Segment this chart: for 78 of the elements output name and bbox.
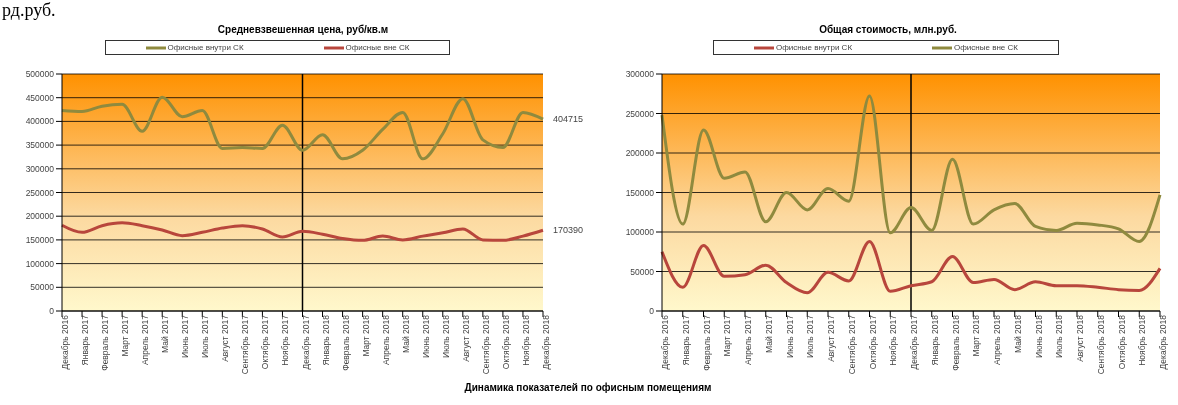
x-tick-label: Октябрь 2017 — [867, 314, 878, 370]
x-tick-label: Май 2017 — [160, 314, 171, 353]
text: рд.руб. — [2, 0, 56, 20]
y-tick-label: 500000 — [25, 69, 55, 80]
x-tick-label: Ноябрь 2018 — [1137, 314, 1148, 366]
x-tick-label: Июль 2018 — [1054, 314, 1065, 358]
x-tick-label: Август 2018 — [460, 314, 471, 362]
x-tick-label: Декабрь 2017 — [300, 314, 311, 370]
y-tick-label: 300000 — [625, 69, 655, 80]
x-tick-label: Февраль 2018 — [340, 314, 351, 371]
y-tick-label: 350000 — [25, 140, 55, 151]
y-tick-label: 0 — [49, 306, 55, 317]
x-tick-label: Март 2017 — [722, 314, 733, 357]
legend-label: Офисные внутри СК — [166, 43, 244, 52]
x-tick-label: Август 2017 — [220, 314, 231, 362]
x-tick-label: Декабрь 2016 — [60, 314, 71, 370]
x-tick-label: Декабрь 2018 — [1158, 314, 1169, 370]
x-tick-label: Сентябрь 2018 — [480, 314, 491, 375]
x-tick-label: Декабрь 2018 — [541, 314, 552, 370]
legend-label: Офисные вне СК — [953, 43, 1018, 52]
x-tick-label: Июль 2017 — [805, 314, 816, 358]
x-tick-label: Май 2018 — [400, 314, 411, 353]
y-tick-label: 300000 — [25, 163, 55, 174]
x-tick-label: Ноябрь 2017 — [280, 314, 291, 366]
y-tick-label: 400000 — [25, 116, 55, 127]
y-tick-label: 450000 — [25, 92, 55, 103]
x-tick-label: Июль 2017 — [200, 314, 211, 358]
x-tick-label: Ноябрь 2018 — [520, 314, 531, 366]
x-tick-label: Март 2017 — [120, 314, 131, 357]
text: Динамика показателей по офисным помещениям — [463, 382, 713, 393]
data-label: 404715 — [553, 114, 584, 125]
x-tick-label: Март 2018 — [971, 314, 982, 357]
x-tick-label: Май 2017 — [763, 314, 774, 353]
x-tick-label: Август 2017 — [826, 314, 837, 362]
x-tick-label: Июнь 2018 — [1033, 314, 1044, 358]
y-tick-label: 150000 — [25, 234, 55, 245]
y-tick-label: 100000 — [625, 227, 655, 238]
y-tick-label: 50000 — [630, 266, 655, 277]
legend-label: Офисные внутри СК — [775, 43, 853, 52]
x-tick-label: Март 2018 — [360, 314, 371, 357]
x-tick-label: Январь 2017 — [680, 314, 691, 366]
y-tick-label: 50000 — [30, 282, 55, 293]
y-tick-label: 200000 — [25, 211, 55, 222]
x-tick-label: Декабрь 2017 — [909, 314, 920, 370]
x-tick-label: Октябрь 2018 — [1116, 314, 1127, 370]
x-tick-label: Апрель 2018 — [992, 314, 1003, 366]
x-tick-label: Апрель 2018 — [380, 314, 391, 366]
x-tick-label: Апрель 2017 — [743, 314, 754, 366]
x-tick-label: Февраль 2017 — [100, 314, 111, 371]
x-tick-label: Июнь 2017 — [180, 314, 191, 358]
x-tick-label: Сентябрь 2017 — [846, 314, 857, 375]
chart-title: Средневзвешенная цена, руб/кв.м — [216, 24, 390, 37]
x-tick-label: Декабрь 2016 — [660, 314, 671, 370]
y-tick-label: 150000 — [625, 187, 655, 198]
data-label: 170390 — [553, 225, 584, 236]
x-tick-label: Февраль 2018 — [950, 314, 961, 371]
x-tick-label: Январь 2018 — [320, 314, 331, 366]
x-tick-label: Август 2018 — [1075, 314, 1086, 362]
y-tick-label: 200000 — [625, 148, 655, 159]
x-tick-label: Сентябрь 2017 — [240, 314, 251, 375]
x-tick-label: Январь 2018 — [929, 314, 940, 366]
x-tick-label: Февраль 2017 — [701, 314, 712, 371]
x-tick-label: Ноябрь 2017 — [888, 314, 899, 366]
y-tick-label: 100000 — [25, 258, 55, 269]
x-tick-label: Октябрь 2017 — [260, 314, 271, 370]
x-tick-label: Май 2018 — [1012, 314, 1023, 353]
x-tick-label: Июнь 2018 — [420, 314, 431, 358]
x-tick-label: Сентябрь 2018 — [1095, 314, 1106, 375]
x-tick-label: Апрель 2017 — [140, 314, 151, 366]
y-tick-label: 250000 — [25, 187, 55, 198]
y-tick-label: 0 — [649, 306, 655, 317]
legend-label: Офисные вне СК — [344, 43, 410, 52]
x-tick-label: Октябрь 2018 — [500, 314, 511, 370]
y-tick-label: 250000 — [625, 108, 655, 119]
chart-title: Общая стоимость, млн.руб. — [818, 24, 958, 37]
x-tick-label: Январь 2017 — [80, 314, 91, 366]
x-tick-label: Июнь 2017 — [784, 314, 795, 358]
x-tick-label: Июль 2018 — [440, 314, 451, 358]
